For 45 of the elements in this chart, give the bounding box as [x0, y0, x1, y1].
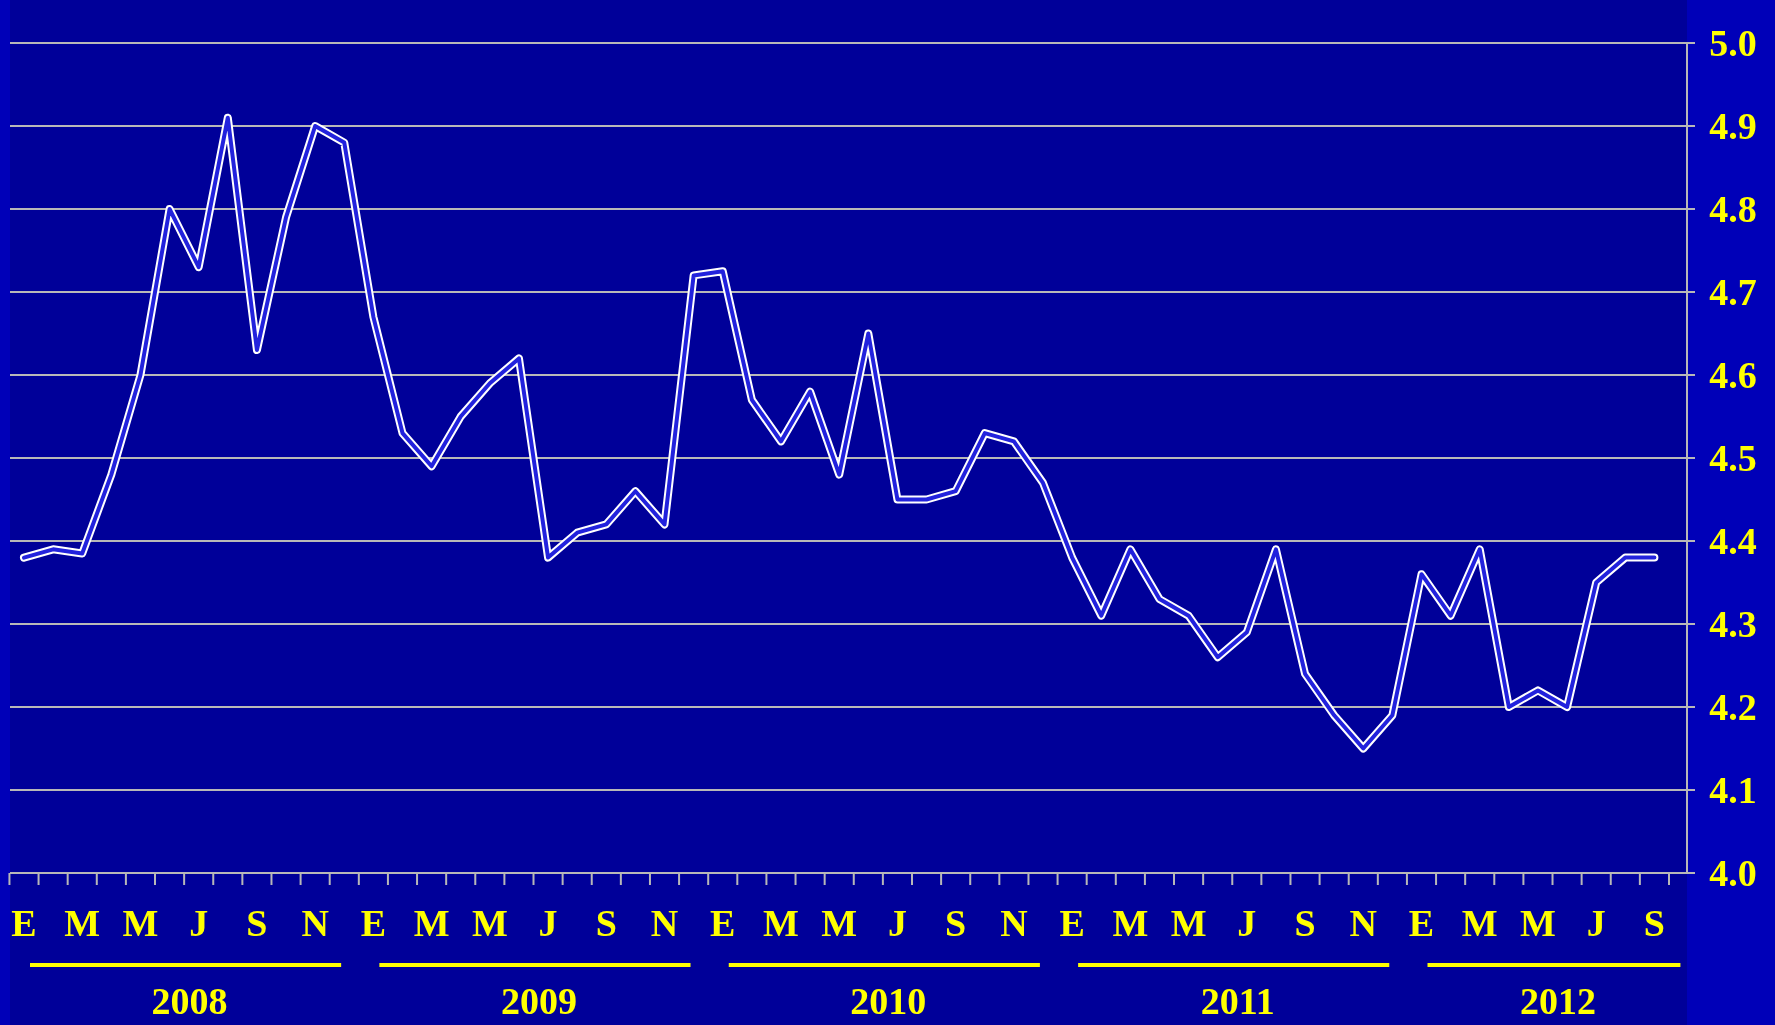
x-tick-label: S: [1643, 902, 1665, 944]
text: 2009: [500, 980, 577, 1022]
y-tick-label: 4.1: [1709, 769, 1757, 811]
x-tick-label: M: [821, 902, 858, 944]
x-tick-label: M: [1170, 902, 1207, 944]
x-tick-label: S: [246, 902, 268, 944]
x-tick-label: J: [1237, 902, 1257, 944]
y-tick-label: 5.0: [1709, 22, 1757, 64]
y-tick-label: 4.2: [1709, 686, 1757, 728]
y-tick-label: 4.8: [1709, 188, 1757, 230]
x-tick-label: M: [1112, 902, 1149, 944]
x-tick-label: E: [1059, 902, 1085, 944]
y-tick-label: 4.4: [1709, 520, 1757, 562]
x-tick-label: M: [763, 902, 799, 944]
x-tick-label: E: [1408, 902, 1435, 944]
x-tick-label: S: [1294, 902, 1316, 944]
y-tick-label: 4.7: [1709, 271, 1757, 313]
x-tick-label: J: [538, 902, 558, 944]
x-tick-label: S: [595, 902, 617, 944]
x-tick-label: M: [122, 902, 159, 944]
x-tick-label: M: [1461, 902, 1498, 944]
y-tick-label: 4.9: [1709, 105, 1757, 147]
x-tick-label: J: [1586, 902, 1606, 944]
x-tick-label: M: [64, 902, 101, 944]
y-tick-label: 4.5: [1709, 437, 1757, 479]
x-tick-label: N: [1349, 902, 1377, 944]
x-tick-label: J: [189, 902, 209, 944]
x-tick-label: N: [1000, 902, 1028, 944]
text: 2011: [1200, 980, 1275, 1022]
x-tick-label: E: [710, 902, 736, 944]
text: 2012: [1519, 980, 1596, 1022]
x-tick-label: M: [471, 902, 508, 944]
x-tick-label: E: [360, 902, 387, 944]
text: 2010: [850, 980, 927, 1022]
x-tick-label: J: [887, 902, 907, 944]
x-tick-label: M: [413, 902, 450, 944]
y-tick-label: 4.6: [1709, 354, 1757, 396]
x-tick-label: S: [945, 902, 967, 944]
x-tick-label: N: [650, 902, 679, 944]
y-tick-label: 4.3: [1709, 603, 1757, 645]
x-tick-label: M: [1520, 902, 1556, 944]
text: 2008: [151, 980, 228, 1022]
x-tick-label: N: [301, 902, 329, 944]
x-tick-label: E: [11, 902, 37, 944]
y-tick-label: 4.0: [1709, 852, 1757, 894]
